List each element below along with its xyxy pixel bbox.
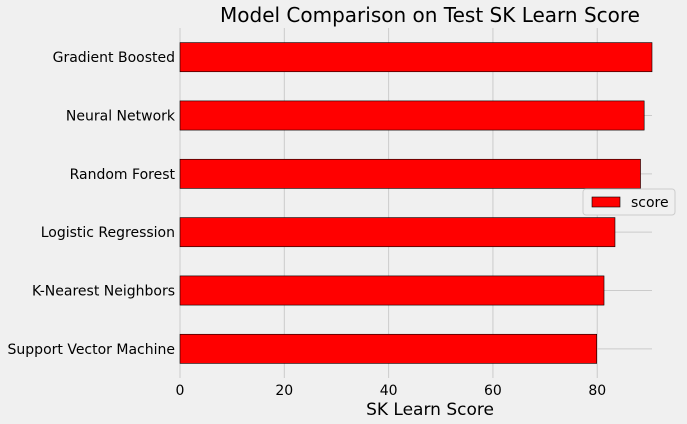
x-tick-labels: 0 20 40 60 80 (176, 383, 607, 399)
category-label: Logistic Regression (41, 225, 175, 241)
legend-label: score (631, 195, 669, 211)
bar (179, 275, 605, 306)
x-tick-label: 0 (176, 383, 185, 399)
category-label: Random Forest (70, 167, 176, 183)
x-tick-label: 40 (380, 383, 398, 399)
legend-box (582, 188, 676, 216)
bar (179, 217, 616, 248)
category-label: Neural Network (66, 109, 176, 125)
legend-swatch (591, 196, 621, 208)
bars (179, 42, 653, 364)
legend: score (582, 188, 676, 216)
bar (179, 42, 653, 73)
grid-lines (179, 28, 652, 378)
category-label: Gradient Boosted (53, 50, 175, 66)
bar (179, 158, 641, 189)
category-label: Support Vector Machine (8, 342, 175, 358)
category-label: K-Nearest Neighbors (32, 284, 175, 300)
bar (179, 100, 645, 131)
chart-title: Model Comparison on Test SK Learn Score (220, 3, 640, 27)
x-tick-label: 60 (484, 383, 502, 399)
x-axis-label: SK Learn Score (366, 400, 494, 420)
x-tick-label: 80 (588, 383, 606, 399)
bar (179, 333, 598, 364)
x-tick-label: 20 (275, 383, 293, 399)
category-labels: Gradient Boosted Neural Network Random For… (8, 50, 176, 358)
